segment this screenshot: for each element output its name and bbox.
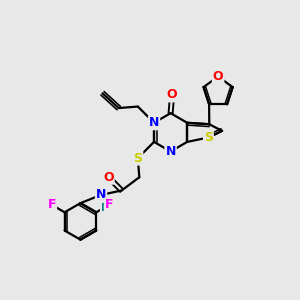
Text: N: N	[165, 145, 176, 158]
Text: F: F	[48, 198, 56, 212]
Text: H: H	[101, 203, 110, 213]
Text: S: S	[204, 131, 213, 144]
Text: S: S	[133, 152, 142, 165]
Text: O: O	[103, 171, 114, 184]
Text: F: F	[105, 198, 113, 212]
Text: N: N	[149, 116, 159, 129]
Text: O: O	[213, 70, 224, 83]
Text: O: O	[167, 88, 177, 101]
Text: N: N	[96, 188, 106, 201]
